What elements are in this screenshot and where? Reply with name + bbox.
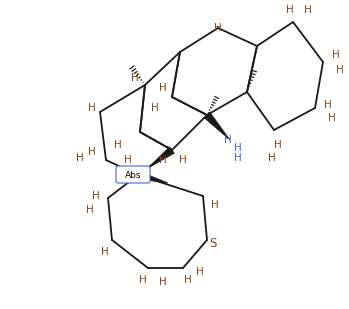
Text: H: H [268, 153, 276, 163]
Text: H: H [101, 247, 109, 257]
Text: H: H [151, 103, 159, 113]
Text: H: H [159, 277, 167, 287]
Text: H: H [234, 153, 242, 163]
Text: H: H [184, 275, 192, 285]
Text: S: S [209, 236, 217, 249]
Text: H: H [196, 267, 204, 277]
Text: H: H [286, 5, 294, 15]
Text: H: H [274, 140, 282, 150]
Text: H: H [139, 275, 147, 285]
Polygon shape [204, 112, 230, 140]
Text: H: H [324, 100, 332, 110]
Text: H: H [234, 143, 242, 153]
Text: H: H [214, 23, 222, 33]
Text: H: H [224, 135, 232, 145]
Text: H: H [131, 73, 139, 83]
Polygon shape [148, 147, 174, 168]
Text: Abs: Abs [125, 171, 141, 180]
Text: H: H [336, 65, 344, 75]
Text: H: H [88, 147, 96, 157]
Text: H: H [328, 113, 336, 123]
Text: H: H [88, 103, 96, 113]
Text: H: H [124, 155, 132, 165]
Text: H: H [332, 50, 340, 60]
Text: H: H [86, 205, 94, 215]
Polygon shape [137, 171, 168, 183]
FancyBboxPatch shape [116, 166, 150, 183]
Text: H: H [159, 83, 167, 93]
Text: H: H [179, 155, 187, 165]
Text: H: H [114, 140, 122, 150]
Text: H: H [92, 191, 100, 201]
Text: H: H [76, 153, 84, 163]
Text: H: H [159, 155, 167, 165]
Text: H: H [211, 200, 219, 210]
Text: H: H [304, 5, 312, 15]
